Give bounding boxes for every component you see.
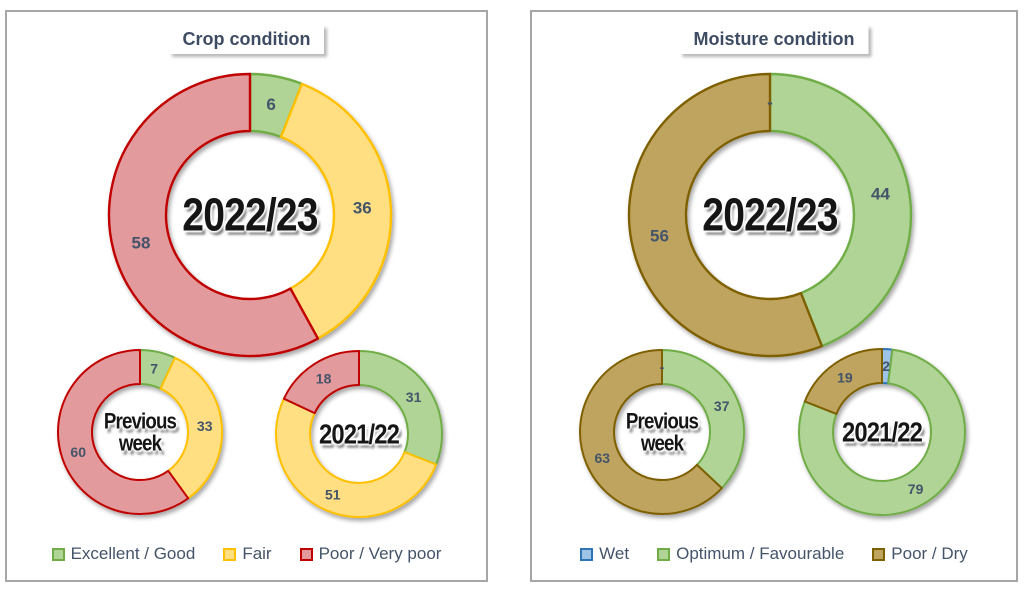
crop-chart-title: Crop condition	[168, 25, 325, 54]
value-label: -	[767, 93, 773, 112]
value-label: -	[660, 359, 665, 375]
value-label: 44	[871, 184, 890, 203]
value-label: 79	[908, 481, 924, 497]
legend-item: Poor / Very poor	[299, 544, 442, 564]
legend-item: Poor / Dry	[872, 544, 968, 564]
legend-label: Poor / Dry	[891, 544, 968, 563]
donut-segment	[661, 349, 745, 490]
crop-condition-panel: Crop condition 6 36 58 7 33 60 31 51 18 Excellen…	[5, 10, 488, 582]
value-label: 19	[837, 369, 853, 385]
donut-center-label-2021-22: 2021/22	[841, 416, 923, 448]
donut-segment	[279, 82, 393, 340]
legend-swatch-icon	[223, 547, 237, 561]
donut-segment	[798, 348, 967, 516]
donut-segment	[358, 350, 443, 466]
donut-labels-2022-23: 6 36 58	[132, 95, 372, 253]
value-label: 37	[714, 398, 730, 414]
legend-label: Excellent / Good	[70, 544, 196, 563]
value-label: 6	[266, 95, 275, 114]
donut-segment	[107, 72, 320, 358]
legend-label: Wet	[599, 544, 630, 563]
value-label: 63	[595, 450, 611, 466]
crop-donut-charts: 6 36 58 7 33 60 31 51 18	[57, 72, 443, 518]
legend-item: Fair	[223, 544, 272, 564]
donut-labels-2021-22: 31 51 18	[316, 370, 422, 502]
donut-ring-previous-week	[579, 349, 745, 515]
donut-ring-2021-22	[798, 347, 967, 516]
legend-item: Wet	[580, 544, 629, 564]
donut-center-label-2022-23: 2022/23	[702, 188, 838, 241]
donut-labels-2021-22: 2 79 19	[837, 358, 923, 497]
donut-center-label-previous-week: Previous week	[625, 408, 699, 455]
legend-label: Optimum / Favourable	[676, 544, 845, 563]
donut-segment	[57, 349, 190, 515]
moisture-condition-panel: Moisture condition - 44 56 - 37 63 2 79 19 Wet Op…	[530, 10, 1018, 582]
donut-center-label-2021-22: 2021/22	[318, 418, 400, 450]
legend-label: Fair	[242, 544, 272, 563]
legend-swatch-icon	[51, 547, 65, 561]
donut-segment	[282, 350, 360, 415]
moisture-legend: Wet Optimum / Favourable Poor / Dry	[532, 544, 1016, 564]
donut-ring-2021-22	[274, 350, 443, 518]
moisture-chart-title: Moisture condition	[679, 25, 869, 54]
donut-ring-2022-23	[107, 72, 393, 358]
value-label: 31	[406, 389, 422, 405]
donut-ring-2022-23	[627, 72, 913, 358]
donut-labels-2022-23: - 44 56	[650, 93, 890, 246]
value-label: 18	[316, 370, 332, 386]
donut-segment	[768, 72, 913, 348]
donut-labels-previous-week: 7 33 60	[70, 361, 212, 461]
donut-labels-previous-week: - 37 63	[595, 359, 730, 466]
legend-item: Excellent / Good	[51, 544, 196, 564]
donut-segment	[803, 348, 883, 415]
legend-swatch-icon	[580, 547, 594, 561]
legend-item: Optimum / Favourable	[657, 544, 844, 564]
value-label: 7	[150, 361, 158, 377]
legend-label: Poor / Very poor	[318, 544, 442, 563]
crop-legend: Excellent / Good Fair Poor / Very poor	[7, 544, 486, 564]
value-label: 33	[197, 418, 213, 434]
value-label: 51	[325, 487, 341, 503]
value-label: 56	[650, 227, 669, 246]
value-label: 58	[132, 234, 151, 253]
donut-segment	[627, 72, 824, 358]
moisture-donut-charts: - 44 56 - 37 63 2 79 19	[579, 72, 967, 516]
donut-center-label-previous-week: Previous week	[103, 408, 177, 455]
value-label: 2	[882, 358, 890, 374]
donut-segment	[159, 356, 223, 500]
legend-swatch-icon	[299, 547, 313, 561]
donut-center-label-2022-23: 2022/23	[182, 188, 318, 241]
legend-swatch-icon	[872, 547, 886, 561]
value-label: 36	[353, 198, 372, 217]
donut-ring-previous-week	[57, 349, 223, 515]
donut-segment	[274, 397, 438, 518]
donut-segment	[579, 349, 723, 515]
legend-swatch-icon	[657, 547, 671, 561]
value-label: 60	[70, 444, 86, 460]
